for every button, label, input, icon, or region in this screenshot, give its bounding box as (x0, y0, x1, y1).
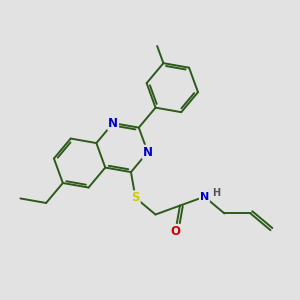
Text: N: N (108, 117, 118, 130)
Text: N: N (200, 192, 209, 202)
Text: N: N (143, 146, 153, 159)
Text: O: O (170, 225, 180, 238)
Text: S: S (131, 191, 140, 204)
Text: H: H (212, 188, 220, 198)
